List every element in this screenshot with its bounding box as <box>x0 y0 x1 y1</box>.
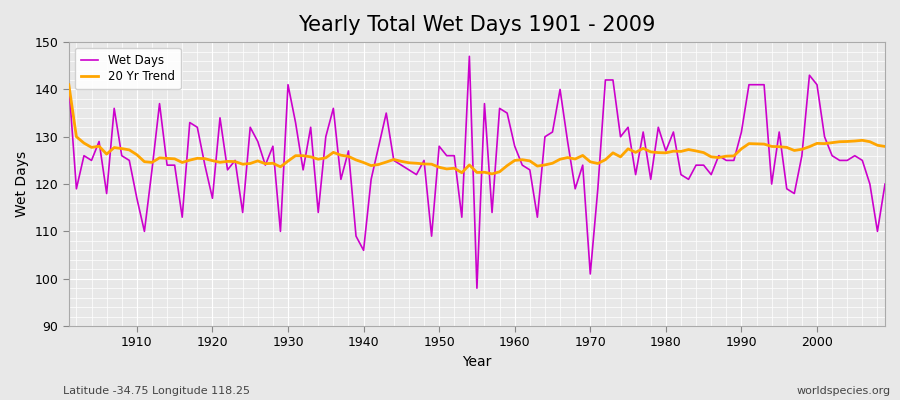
Title: Yearly Total Wet Days 1901 - 2009: Yearly Total Wet Days 1901 - 2009 <box>298 15 655 35</box>
Wet Days <box>472 286 482 290</box>
Wet Days <box>464 54 475 59</box>
Y-axis label: Wet Days: Wet Days <box>15 151 29 217</box>
20 Yr Trend <box>608 150 618 155</box>
Legend: Wet Days, 20 Yr Trend: Wet Days, 20 Yr Trend <box>75 48 181 89</box>
Wet Days <box>525 168 535 172</box>
Wet Days <box>879 182 890 186</box>
Wet Days <box>124 158 135 163</box>
20 Yr Trend <box>336 153 346 158</box>
20 Yr Trend <box>290 153 301 158</box>
20 Yr Trend <box>509 158 520 163</box>
X-axis label: Year: Year <box>463 355 491 369</box>
Line: 20 Yr Trend: 20 Yr Trend <box>68 85 885 174</box>
Wet Days <box>517 163 527 168</box>
Text: Latitude -34.75 Longitude 118.25: Latitude -34.75 Longitude 118.25 <box>63 386 250 396</box>
20 Yr Trend <box>124 148 135 152</box>
Text: worldspecies.org: worldspecies.org <box>796 386 891 396</box>
20 Yr Trend <box>517 157 527 162</box>
Wet Days <box>290 120 301 125</box>
Wet Days <box>336 177 346 182</box>
20 Yr Trend <box>879 144 890 149</box>
Line: Wet Days: Wet Days <box>68 56 885 288</box>
Wet Days <box>615 134 626 139</box>
20 Yr Trend <box>63 82 74 87</box>
20 Yr Trend <box>487 172 498 176</box>
Wet Days <box>63 82 74 87</box>
